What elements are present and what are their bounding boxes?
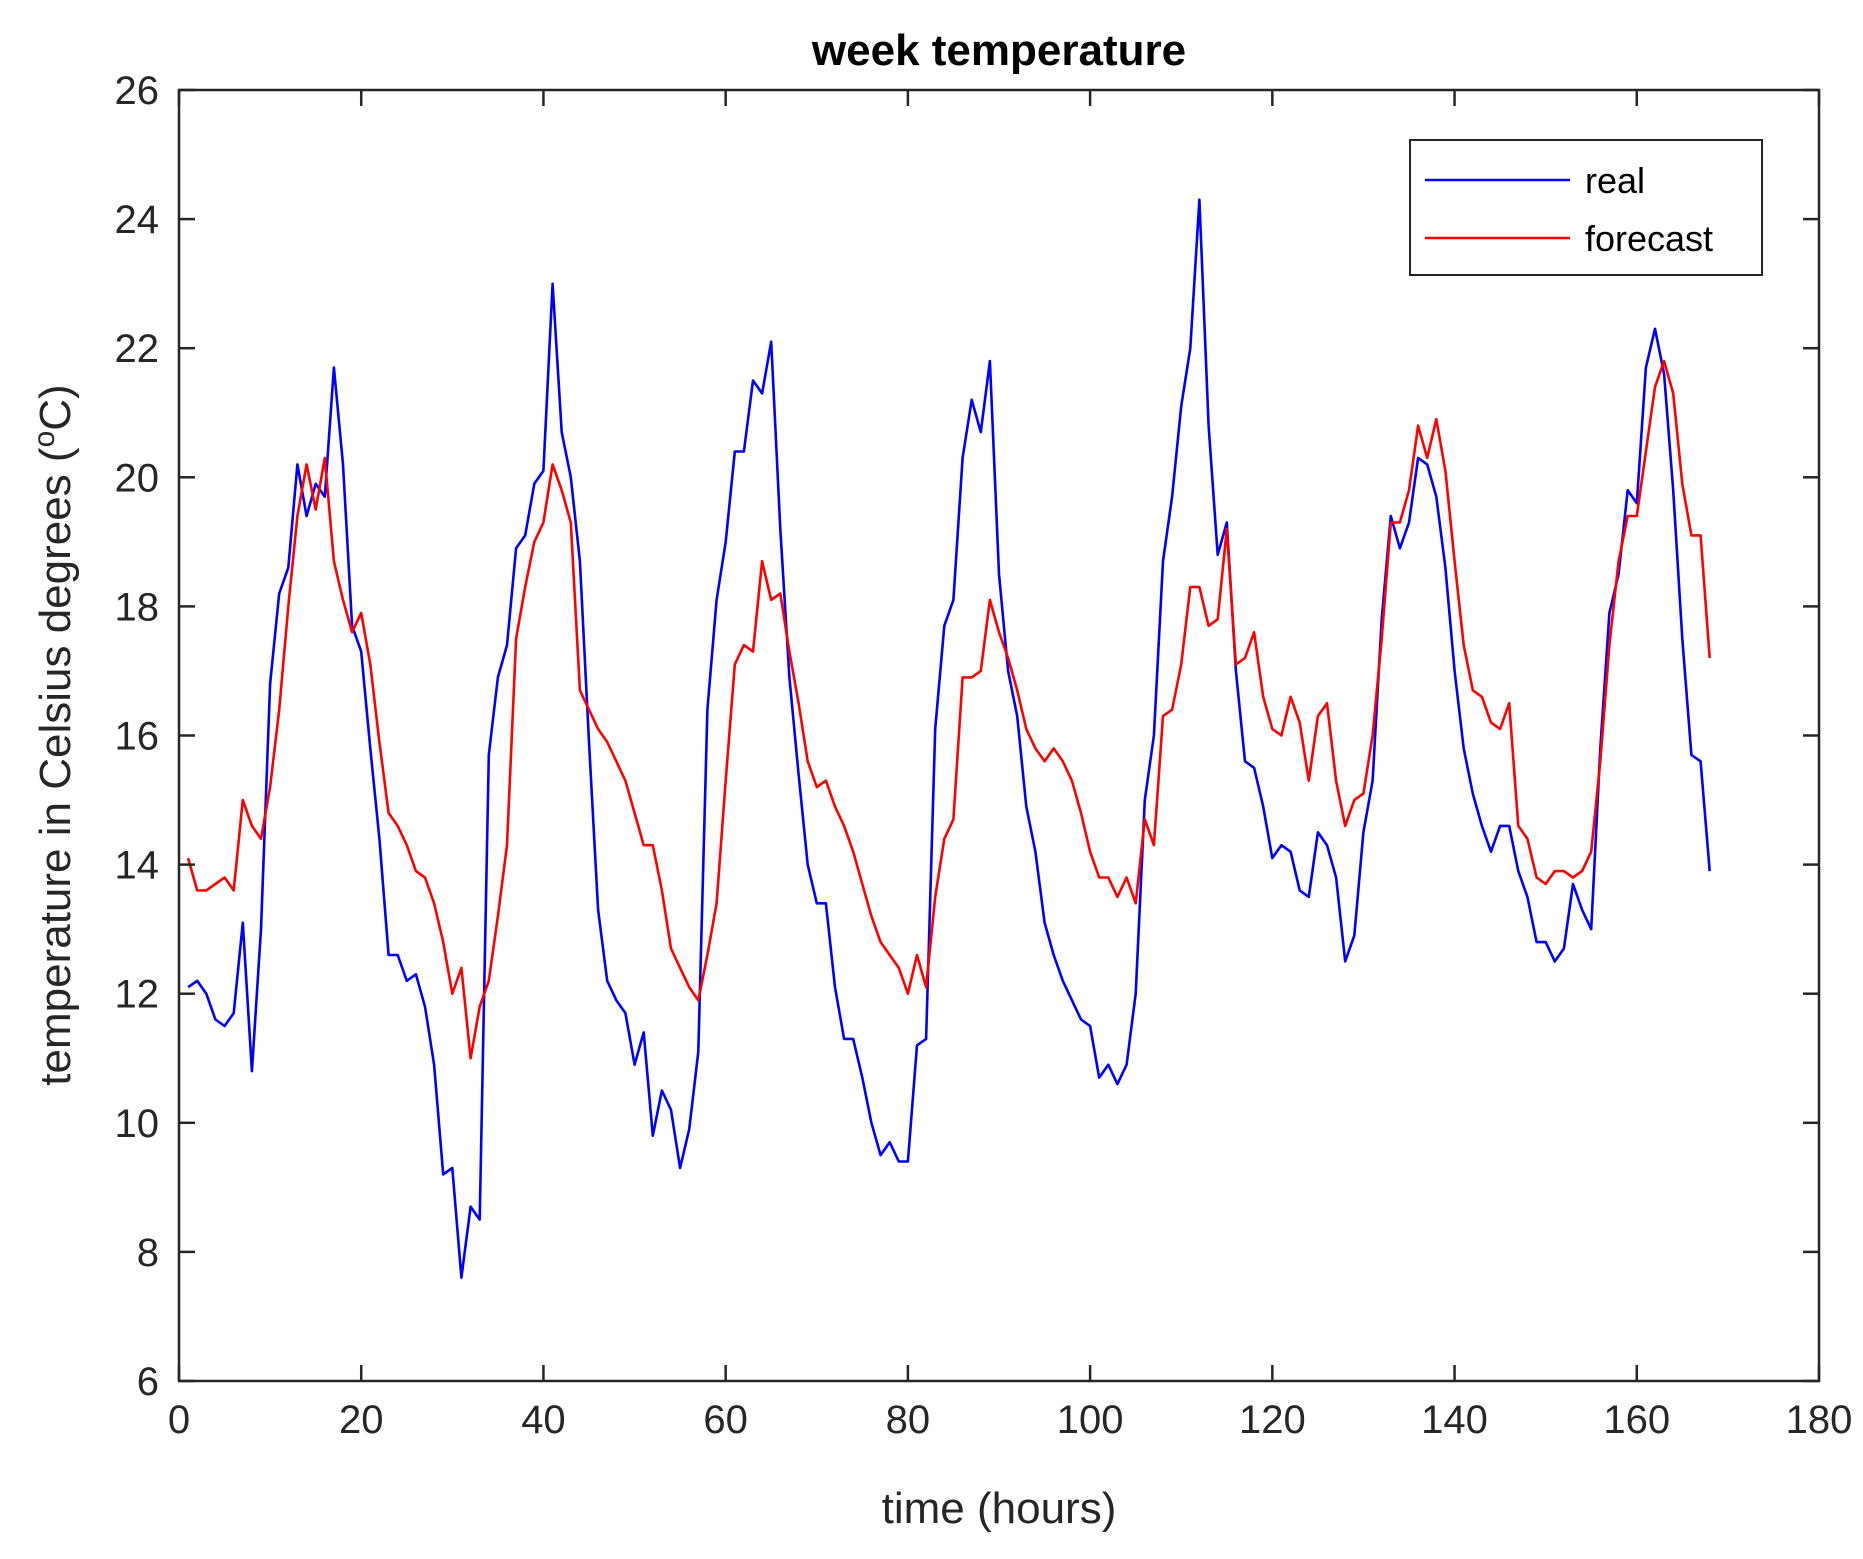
y-tick-label: 8: [137, 1231, 159, 1275]
x-tick-label: 100: [1057, 1398, 1124, 1442]
x-tick-label: 20: [339, 1398, 384, 1442]
x-tick-label: 80: [886, 1398, 931, 1442]
legend-box: [1409, 139, 1763, 276]
legend-label-forecast: forecast: [1585, 218, 1713, 259]
y-tick-label: 14: [115, 844, 160, 888]
plot-area: [179, 90, 1819, 1381]
y-tick-label: 26: [115, 69, 160, 113]
series-layer: [186, 198, 1711, 1279]
x-tick-label: 160: [1603, 1398, 1670, 1442]
x-axis-ticks: 0 20 40 60 80 100 120 140 160 180: [168, 90, 1853, 1442]
y-axis-label: temperature in Celsius degrees (oC): [28, 384, 80, 1085]
y-tick-label: 16: [115, 715, 160, 759]
series-line-real: [187, 198, 1711, 1279]
legend-label-real: real: [1585, 160, 1645, 201]
x-tick-label: 40: [521, 1398, 566, 1442]
y-tick-label: 24: [115, 198, 160, 242]
y-tick-label: 22: [115, 327, 160, 371]
y-tick-label: 6: [137, 1360, 159, 1404]
y-axis-ticks: 6 8 10 12 14 16 18 20 22 24 26: [115, 69, 1819, 1404]
x-tick-label: 140: [1421, 1398, 1488, 1442]
series-line-forecast: [186, 359, 1711, 1060]
y-axis-label-suffix: C): [31, 384, 80, 430]
y-tick-label: 10: [115, 1102, 160, 1146]
y-axis-label-prefix: temperature in Celsius degrees (: [31, 447, 80, 1086]
chart-title: week temperature: [811, 26, 1186, 75]
x-axis-label: time (hours): [882, 1484, 1117, 1533]
y-tick-label: 12: [115, 973, 160, 1017]
x-tick-label: 120: [1239, 1398, 1306, 1442]
plot-background: [179, 90, 1819, 1381]
x-tick-label: 180: [1786, 1398, 1853, 1442]
y-axis-label-degree: o: [28, 431, 61, 448]
y-tick-label: 20: [115, 456, 160, 500]
y-tick-label: 18: [115, 585, 160, 629]
x-tick-label: 0: [168, 1398, 190, 1442]
legend: real forecast: [1409, 139, 1763, 276]
x-tick-label: 60: [703, 1398, 748, 1442]
